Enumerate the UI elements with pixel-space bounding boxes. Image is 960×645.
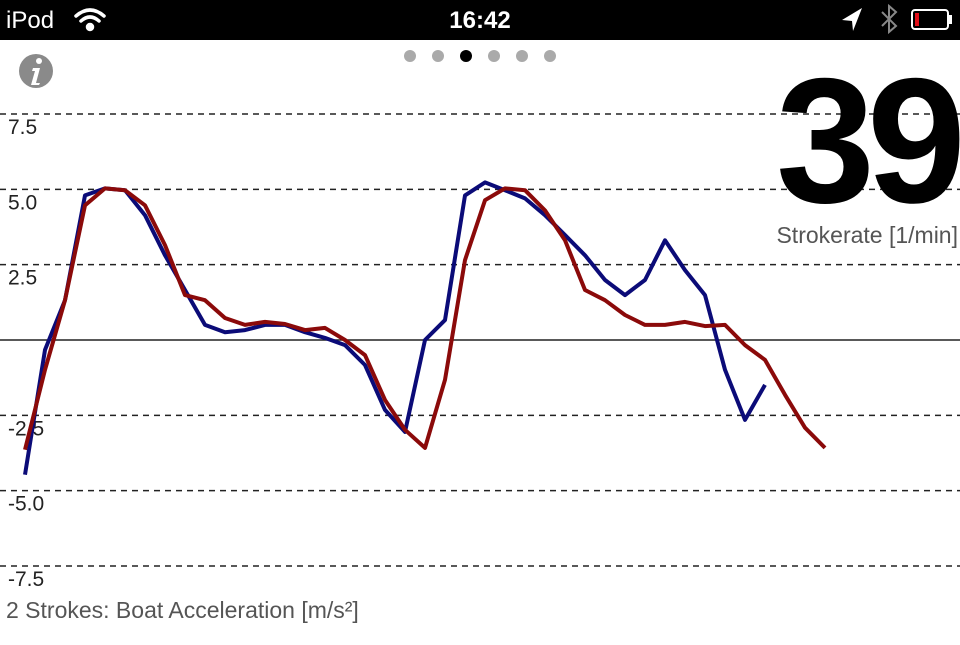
stroke-rate-value: 39	[776, 41, 960, 240]
y-tick-label: 2.5	[8, 267, 37, 290]
page-dot[interactable]	[488, 50, 500, 62]
page-dot[interactable]	[516, 50, 528, 62]
battery-icon	[911, 9, 952, 30]
clock: 16:42	[449, 7, 510, 34]
wifi-icon	[74, 8, 106, 32]
status-bar	[0, 0, 960, 40]
location-icon	[842, 8, 862, 31]
plot-area: 7.5 5.0 2.5 -2.5 -5.0 -7.5	[0, 113, 960, 591]
carrier: iPod	[6, 7, 54, 34]
y-tick-label: -2.5	[8, 417, 44, 440]
data-line	[23, 186, 827, 451]
page-dot[interactable]	[460, 50, 472, 62]
y-tick-label: -7.5	[8, 568, 44, 591]
y-tick-label: -5.0	[8, 493, 44, 516]
info-button[interactable]	[19, 54, 53, 88]
y-tick-label: 7.5	[8, 116, 37, 139]
page-indicator	[404, 50, 556, 62]
stroke-rate-label: Strokerate [1/min]	[776, 222, 958, 248]
y-tick-label: 5.0	[8, 191, 37, 214]
bluetooth-icon	[881, 3, 898, 35]
page-dot[interactable]	[544, 50, 556, 62]
page-dot[interactable]	[404, 50, 416, 62]
data-line	[23, 180, 767, 476]
chart-title: 2 Strokes: Boat Acceleration [m/s²]	[6, 597, 359, 623]
page-dot[interactable]	[432, 50, 444, 62]
